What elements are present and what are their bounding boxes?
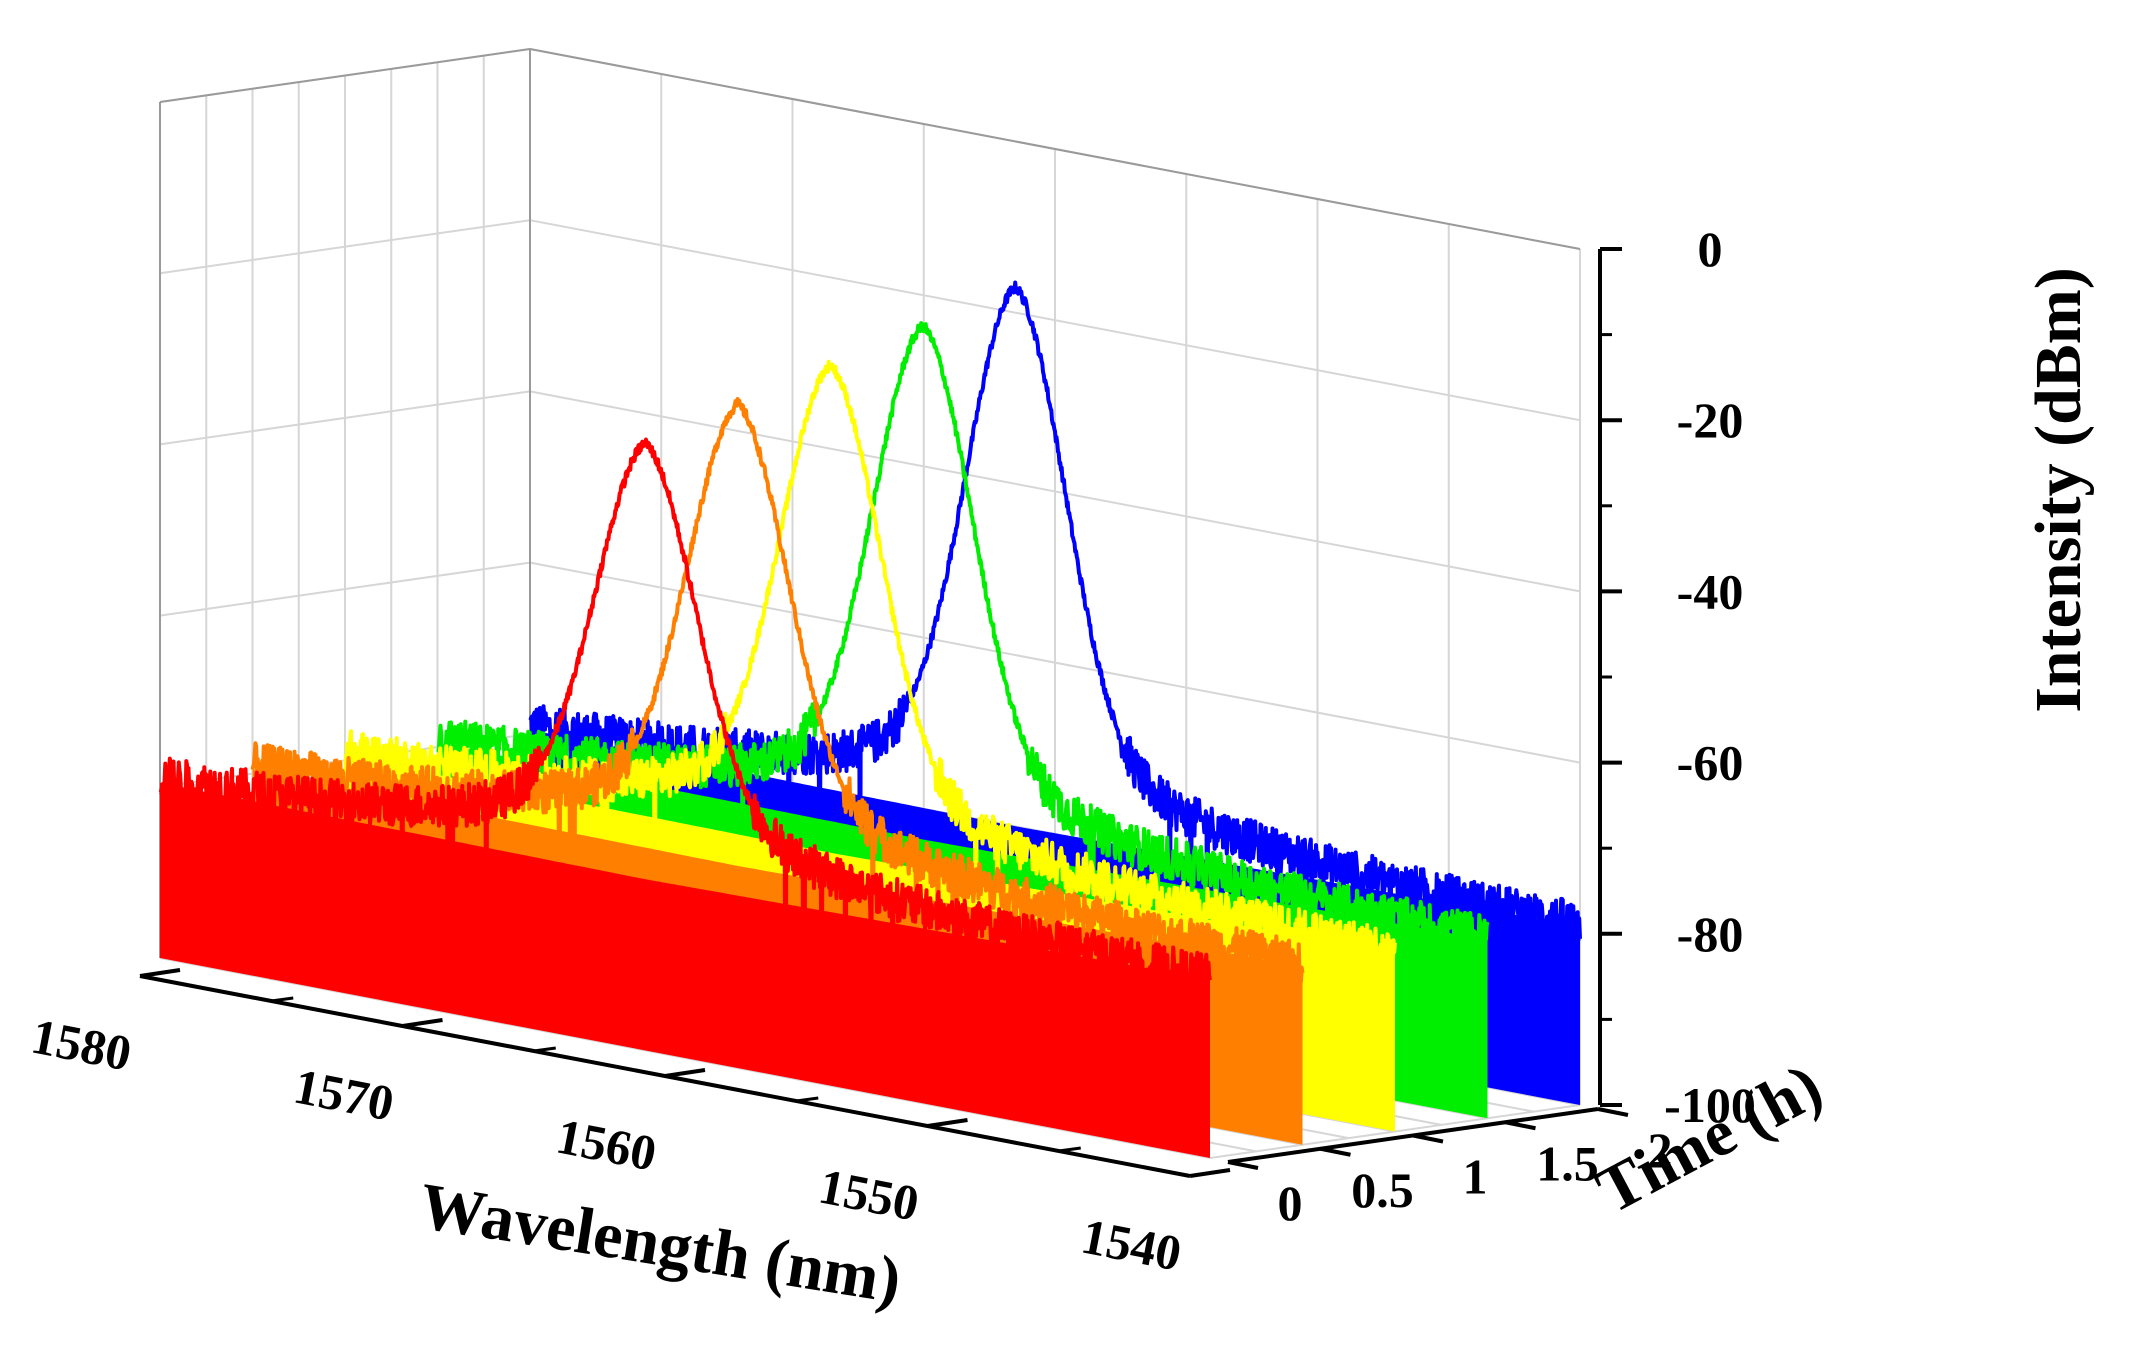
z-axis-title: Intensity (dBm): [2022, 267, 2095, 713]
x-tick-label: 1550: [815, 1158, 924, 1232]
y-axis-tick: [1597, 1107, 1629, 1117]
grid-line-back: [529, 219, 1581, 422]
x-axis-minor-tick: [533, 1046, 556, 1053]
z-tick-label: 0: [1698, 221, 1723, 277]
frame-edge: [159, 48, 531, 103]
y-axis-tick: [1227, 1160, 1259, 1170]
y-axis-tick: [1505, 1120, 1536, 1131]
chart-series: [158, 280, 1582, 1158]
x-axis-tick: [402, 1018, 443, 1028]
x-axis-minor-tick: [1058, 1146, 1081, 1153]
series-line: [250, 397, 1305, 1103]
grid-line-back: [529, 561, 1581, 764]
x-tick-label: 1560: [552, 1108, 661, 1182]
x-axis-tick: [1189, 1168, 1231, 1178]
z-tick-label: -20: [1677, 392, 1744, 448]
y-tick-label: 0: [1278, 1175, 1303, 1231]
y-axis-tick: [1412, 1133, 1444, 1144]
series-line: [158, 437, 1212, 1145]
y-tick-label: 0.5: [1351, 1162, 1414, 1218]
z-tick-label: -60: [1677, 735, 1744, 791]
x-axis-tick: [139, 968, 181, 978]
y-tick-label: 1: [1463, 1149, 1488, 1205]
frame-edge: [529, 48, 1581, 250]
x-axis-tick: [927, 1118, 968, 1128]
chart-axes: [139, 247, 1629, 1178]
grid-line-side: [159, 561, 531, 617]
x-tick-label: 1540: [1077, 1208, 1186, 1282]
series-0-h: [158, 437, 1212, 1158]
x-tick-label: 1580: [27, 1008, 136, 1082]
x-axis-tick: [664, 1068, 706, 1078]
y-tick-label: 2: [1648, 1122, 1673, 1178]
series-noise-band: [160, 782, 1210, 1158]
x-axis-minor-tick: [271, 996, 294, 1003]
y-axis-tick: [1320, 1146, 1351, 1157]
x-axis-minor-tick: [796, 1096, 819, 1103]
grid-line-back: [529, 390, 1581, 593]
z-tick-label: -40: [1677, 563, 1744, 619]
z-tick-label: -80: [1677, 906, 1744, 962]
grid-line-side: [159, 390, 531, 446]
y-tick-label: 1.5: [1536, 1135, 1599, 1191]
z-tick-label: -100: [1664, 1077, 1756, 1133]
grid-line-side: [159, 219, 531, 275]
x-tick-label: 1570: [290, 1058, 399, 1132]
series-line: [436, 321, 1490, 1109]
